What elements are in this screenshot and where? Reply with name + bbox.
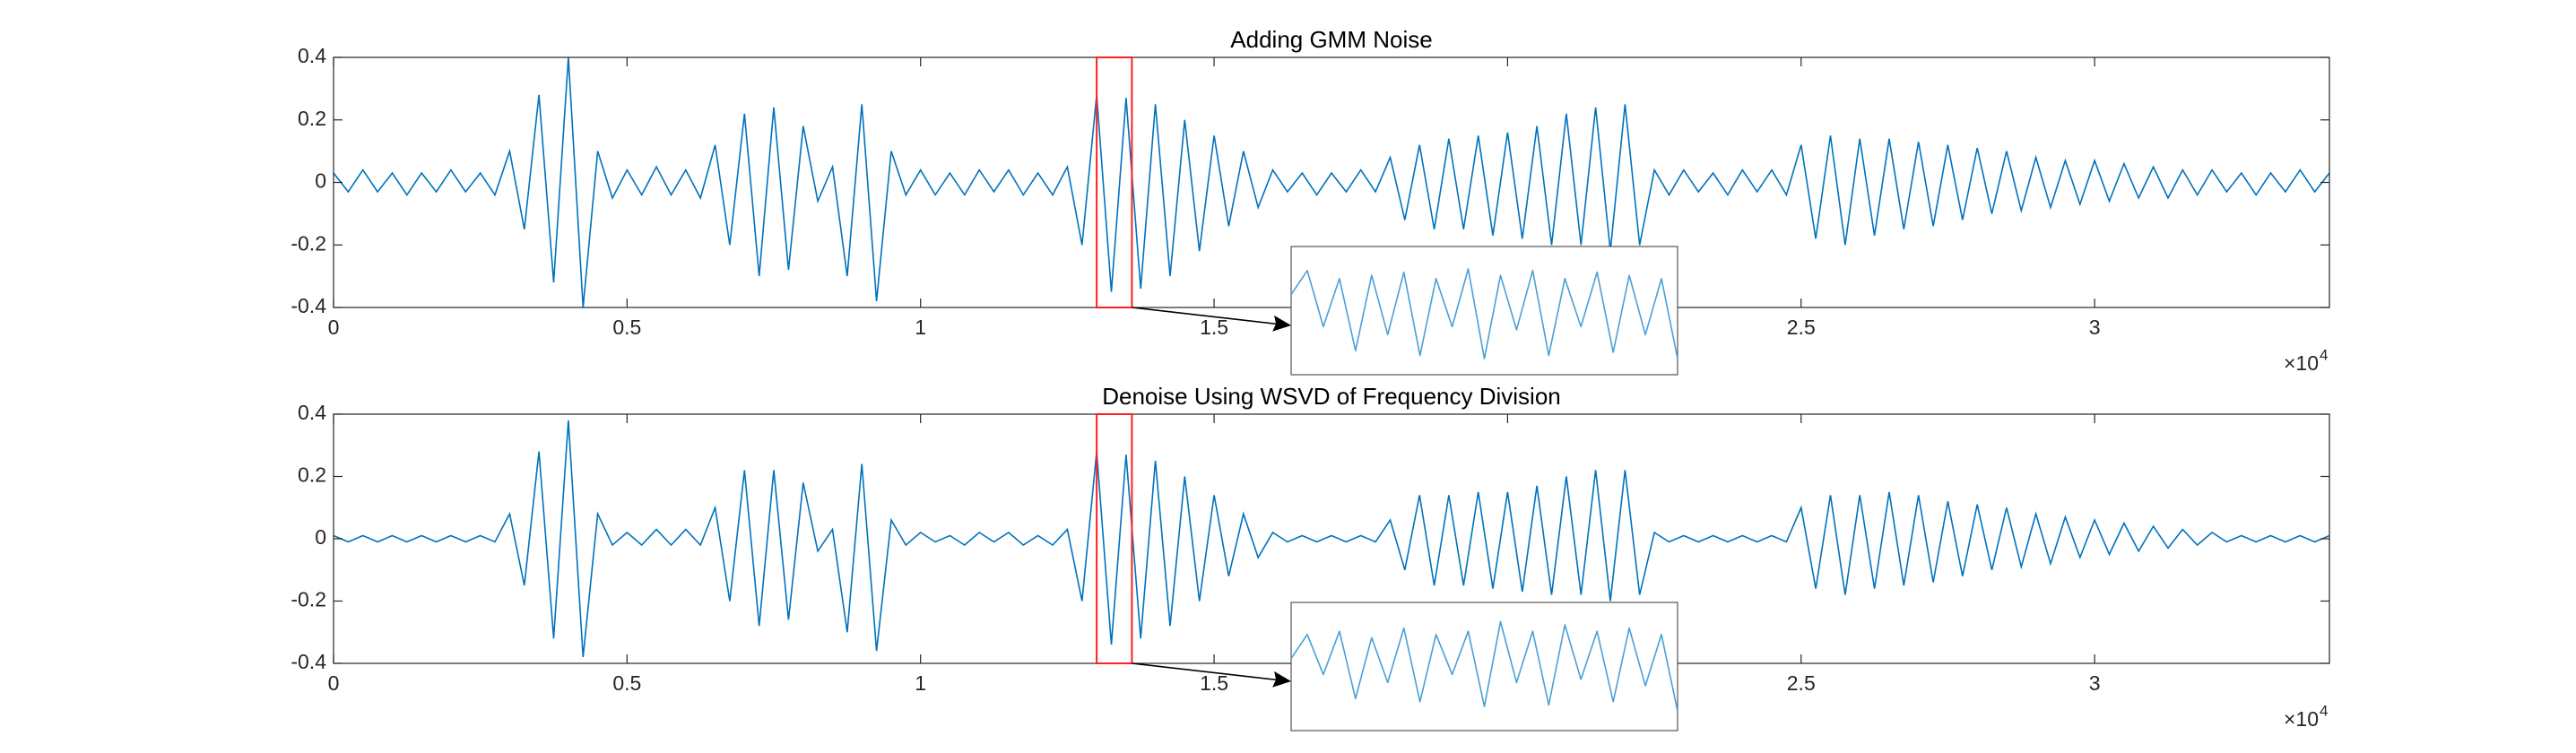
zoom-arrow bbox=[1132, 662, 1290, 682]
x-tick-label: 1 bbox=[915, 671, 926, 695]
zoom-arrow bbox=[1132, 307, 1290, 326]
inset-waveform bbox=[1290, 268, 1678, 359]
inset-waveform bbox=[1290, 620, 1678, 712]
zoom-region bbox=[1096, 56, 1133, 308]
y-tick-label: -0.2 bbox=[291, 588, 326, 611]
waveform bbox=[333, 420, 2330, 658]
x-tick-label: 0 bbox=[328, 671, 340, 695]
x-tick-label: 0.5 bbox=[612, 671, 641, 695]
x-tick-label: 1.5 bbox=[1200, 316, 1228, 339]
waveform bbox=[333, 56, 2330, 308]
y-tick-label: -0.2 bbox=[291, 231, 326, 255]
x-multiplier: ×10 bbox=[2284, 351, 2319, 375]
inset-box bbox=[1290, 246, 1678, 376]
zoom-arrowhead bbox=[1272, 315, 1291, 332]
x-multiplier: ×10 bbox=[2284, 707, 2319, 731]
x-multiplier-power: 4 bbox=[2320, 346, 2328, 363]
y-tick-label: -0.4 bbox=[291, 650, 326, 673]
x-multiplier-power: 4 bbox=[2320, 702, 2328, 719]
x-tick-label: 0 bbox=[328, 316, 340, 339]
inset-box bbox=[1290, 602, 1678, 731]
y-tick-label: -0.4 bbox=[291, 294, 326, 317]
x-tick-label: 2.5 bbox=[1787, 671, 1816, 695]
y-tick-label: 0 bbox=[315, 169, 326, 193]
zoom-arrowhead bbox=[1272, 671, 1291, 688]
chart-title: Denoise Using WSVD of Frequency Division bbox=[1102, 383, 1561, 410]
y-tick-label: 0.2 bbox=[298, 463, 326, 487]
y-tick-label: 0.4 bbox=[298, 401, 326, 424]
x-tick-label: 3 bbox=[2089, 671, 2101, 695]
chart-title: Adding GMM Noise bbox=[1230, 26, 1432, 53]
zoom-region bbox=[1096, 413, 1133, 664]
x-tick-label: 1.5 bbox=[1200, 671, 1228, 695]
x-tick-label: 1 bbox=[915, 316, 926, 339]
y-tick-label: 0 bbox=[315, 525, 326, 549]
y-tick-label: 0.4 bbox=[298, 44, 326, 67]
x-tick-label: 3 bbox=[2089, 316, 2101, 339]
y-tick-label: 0.2 bbox=[298, 107, 326, 130]
x-tick-label: 2.5 bbox=[1787, 316, 1816, 339]
x-tick-label: 0.5 bbox=[612, 316, 641, 339]
